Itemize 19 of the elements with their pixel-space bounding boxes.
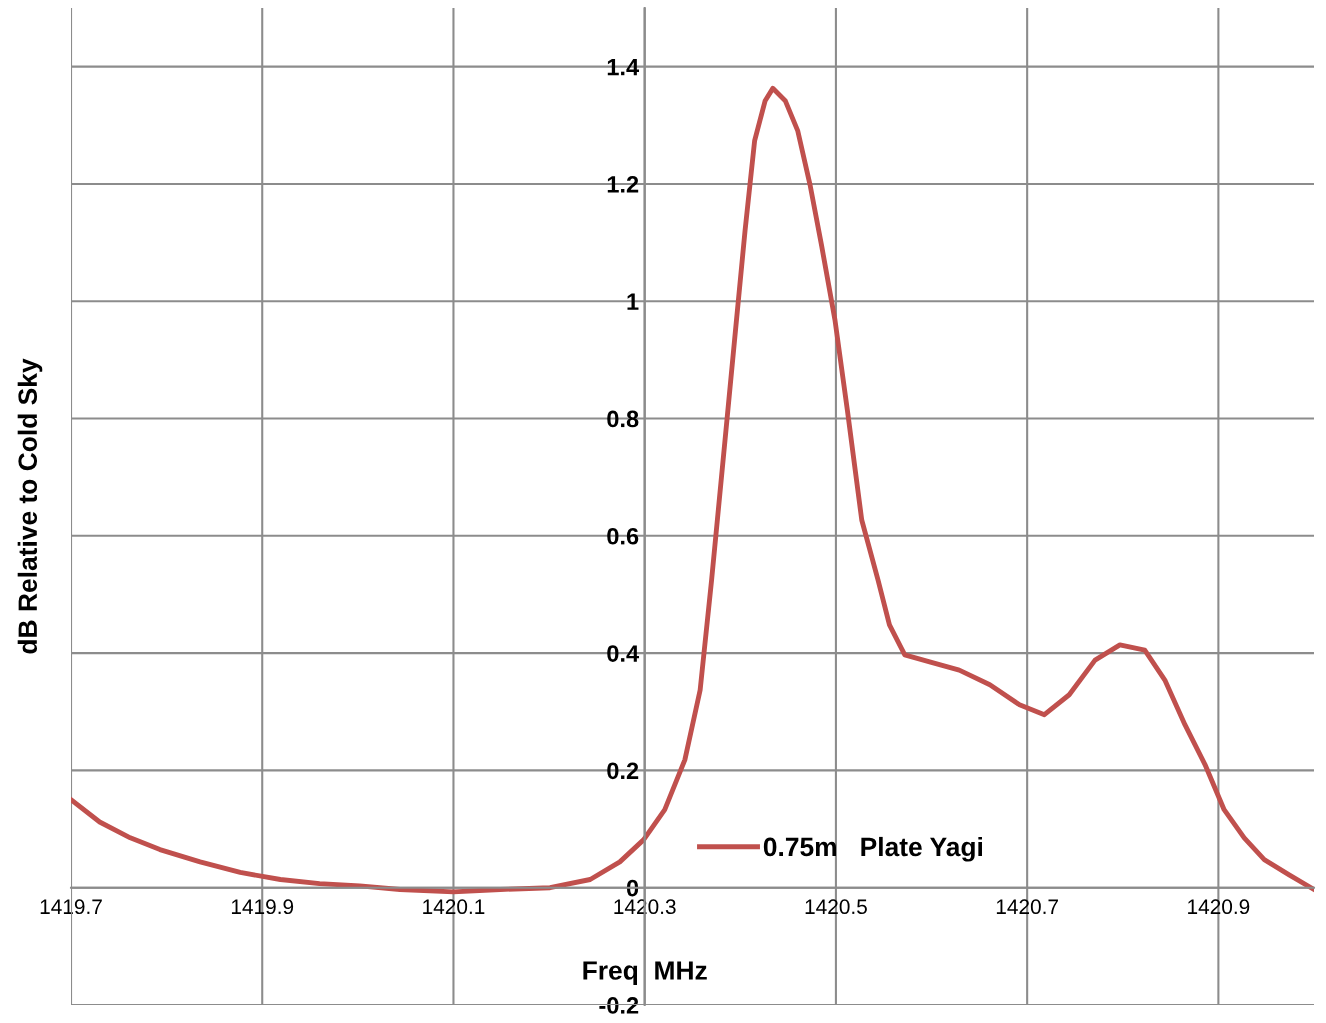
y-tick-label: 0.8 [607, 410, 639, 428]
y-tick-label: 0.2 [607, 762, 639, 780]
y-axis-title: dB Relative to Cold Sky [17, 358, 43, 654]
y-tick-label: 0.4 [607, 645, 640, 662]
y-tick-label: 1 [627, 293, 639, 310]
x-tick-label: 1420.3 [614, 899, 676, 915]
y-tick-label: -0.2 [599, 997, 639, 1014]
x-tick-label: 1419.7 [40, 899, 102, 915]
x-tick-label: 1420.1 [423, 899, 485, 915]
line-series [71, 85, 1314, 895]
x-tick-label: 1420.7 [996, 899, 1058, 915]
x-tick-label: 1420.9 [1188, 899, 1250, 915]
x-tick-label: 1419.9 [231, 899, 294, 915]
y-tick-label: 1.2 [607, 176, 639, 193]
x-tick-label: 1420.5 [805, 899, 867, 915]
x-axis-title: Freq MHz [583, 961, 707, 986]
y-tick-label: 1.4 [607, 58, 640, 76]
y-tick-label: 0.6 [607, 527, 639, 545]
legend-label: 0.75m Plate Yagi [763, 836, 982, 862]
